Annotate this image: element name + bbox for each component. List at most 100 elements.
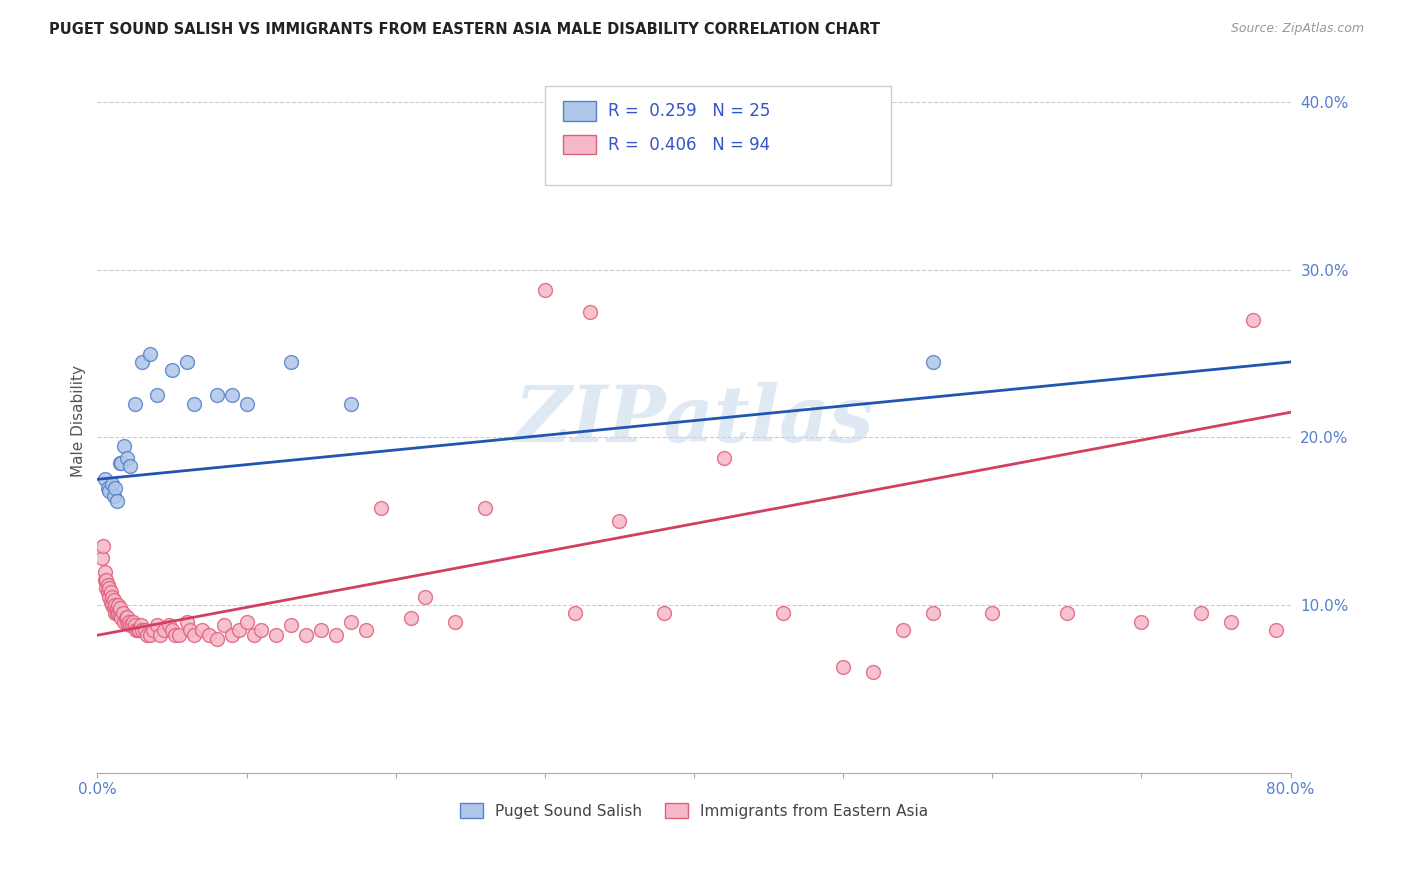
Point — [103, 601, 125, 615]
Point — [205, 632, 228, 646]
Point — [183, 397, 205, 411]
Point — [108, 607, 131, 621]
Point — [101, 590, 124, 604]
Point — [981, 607, 1004, 621]
Point — [340, 397, 363, 411]
Point — [120, 618, 142, 632]
Point — [103, 593, 125, 607]
Point — [112, 615, 135, 629]
Point — [354, 624, 377, 638]
Point — [115, 450, 138, 465]
Point — [564, 607, 586, 621]
Point — [120, 458, 142, 473]
Point — [107, 607, 129, 621]
Point — [1189, 607, 1212, 621]
Point — [153, 624, 176, 638]
Point — [115, 609, 138, 624]
Point — [190, 624, 212, 638]
Point — [578, 304, 600, 318]
Point — [157, 618, 180, 632]
Point — [135, 628, 157, 642]
Point — [101, 598, 124, 612]
Point — [94, 565, 117, 579]
FancyBboxPatch shape — [562, 101, 596, 120]
Point — [444, 615, 467, 629]
Point — [243, 628, 266, 642]
Point — [127, 624, 149, 638]
Point — [1056, 607, 1078, 621]
Point — [91, 540, 114, 554]
Point — [108, 601, 131, 615]
Point — [111, 607, 134, 621]
Point — [118, 615, 141, 629]
Point — [124, 618, 146, 632]
Point — [176, 355, 198, 369]
Point — [891, 624, 914, 638]
Point — [100, 584, 122, 599]
Point — [121, 618, 143, 632]
Point — [399, 611, 422, 625]
Point — [141, 624, 163, 638]
Point — [101, 477, 124, 491]
Point — [921, 607, 943, 621]
Point — [98, 484, 121, 499]
Point — [115, 615, 138, 629]
Point — [280, 618, 302, 632]
Point — [1130, 615, 1153, 629]
Point — [149, 628, 172, 642]
Point — [97, 578, 120, 592]
Point — [110, 456, 132, 470]
Point — [179, 624, 201, 638]
Point — [235, 397, 257, 411]
Text: R =  0.259   N = 25: R = 0.259 N = 25 — [607, 102, 770, 120]
Point — [1219, 615, 1241, 629]
Point — [280, 355, 302, 369]
Point — [160, 624, 183, 638]
Point — [104, 481, 127, 495]
Point — [108, 456, 131, 470]
Point — [98, 582, 121, 596]
Text: PUGET SOUND SALISH VS IMMIGRANTS FROM EASTERN ASIA MALE DISABILITY CORRELATION C: PUGET SOUND SALISH VS IMMIGRANTS FROM EA… — [49, 22, 880, 37]
Point — [146, 618, 169, 632]
Point — [415, 590, 437, 604]
Point — [104, 607, 127, 621]
Point — [129, 618, 152, 632]
Point — [325, 628, 347, 642]
Point — [138, 628, 160, 642]
Text: R =  0.406   N = 94: R = 0.406 N = 94 — [607, 136, 770, 153]
Point — [250, 624, 273, 638]
Point — [114, 611, 136, 625]
Point — [96, 582, 118, 596]
Point — [370, 500, 392, 515]
Point — [131, 355, 153, 369]
Point — [609, 514, 631, 528]
Point — [1264, 624, 1286, 638]
Point — [266, 628, 288, 642]
Point — [474, 500, 496, 515]
Point — [96, 573, 118, 587]
Point — [105, 607, 128, 621]
Point — [94, 573, 117, 587]
Point — [221, 388, 243, 402]
Point — [112, 439, 135, 453]
Point — [652, 607, 675, 621]
Text: ZIPatlas: ZIPatlas — [515, 383, 873, 458]
Point — [90, 551, 112, 566]
Point — [198, 628, 221, 642]
Point — [97, 584, 120, 599]
Point — [104, 598, 127, 612]
Point — [169, 628, 191, 642]
Point — [176, 615, 198, 629]
Point — [98, 590, 121, 604]
Point — [134, 624, 156, 638]
FancyBboxPatch shape — [562, 135, 596, 154]
Point — [235, 615, 257, 629]
Point — [772, 607, 794, 621]
Point — [160, 363, 183, 377]
Point — [128, 624, 150, 638]
Point — [105, 494, 128, 508]
Point — [713, 450, 735, 465]
Text: Source: ZipAtlas.com: Source: ZipAtlas.com — [1230, 22, 1364, 36]
Point — [533, 283, 555, 297]
Point — [163, 628, 186, 642]
